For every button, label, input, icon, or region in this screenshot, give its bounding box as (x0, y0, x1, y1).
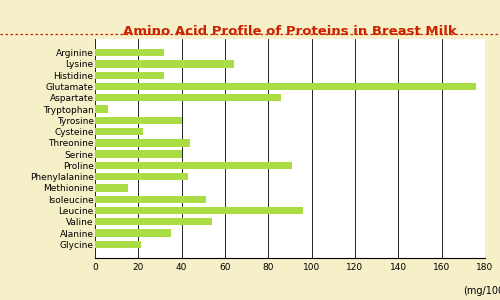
Bar (95, 241, 140, 248)
Bar (95, 105, 108, 113)
X-axis label: (mg/100g): (mg/100g) (464, 286, 500, 296)
Bar (95, 230, 171, 237)
Bar (95, 117, 182, 124)
Bar (95, 83, 476, 90)
Bar (95, 139, 190, 146)
Bar (95, 49, 164, 56)
Bar (95, 128, 142, 135)
Bar (95, 184, 128, 192)
Bar (95, 151, 182, 158)
Bar (95, 94, 282, 101)
Bar (95, 196, 206, 203)
Bar (95, 162, 292, 169)
Bar (95, 71, 164, 79)
Bar (95, 60, 234, 68)
Bar (95, 207, 303, 214)
Bar (95, 218, 212, 226)
Title: Amino Acid Profile of Proteins in Breast Milk: Amino Acid Profile of Proteins in Breast… (123, 25, 457, 38)
Bar (95, 173, 188, 180)
